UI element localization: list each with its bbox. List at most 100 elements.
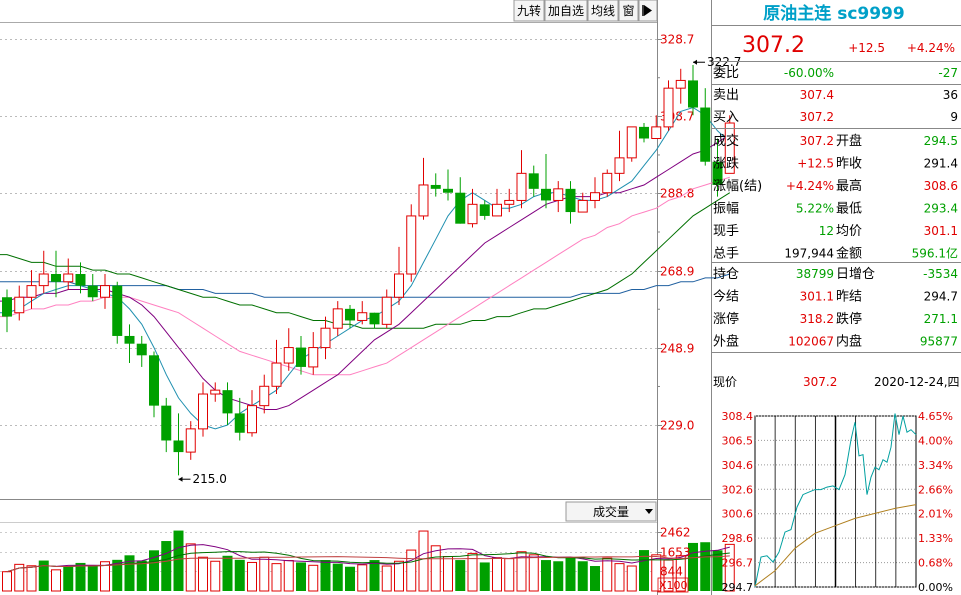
candle: [406, 204, 417, 282]
candle: [418, 157, 429, 220]
high-marker-arrow: [693, 59, 697, 65]
candle: [541, 153, 551, 209]
volume-bar-up: [210, 560, 221, 592]
candle-body-up: [418, 184, 429, 217]
candlesticks: [2, 64, 735, 476]
weibi-diff: -27: [938, 66, 958, 80]
mini-price-label: 296.7: [722, 557, 754, 570]
volume-ma20-line: [6, 555, 730, 573]
stat-value: 293.4: [924, 202, 958, 216]
candle-body-up: [614, 157, 625, 174]
candle: [308, 332, 319, 375]
volume-bar-down: [688, 542, 698, 591]
candle: [136, 335, 147, 367]
candle: [210, 382, 221, 402]
volume-bar-up: [357, 564, 368, 592]
stat-label: 跌停: [836, 311, 862, 327]
stat-value: 301.1: [924, 224, 958, 238]
candle: [369, 312, 380, 329]
candle-body-down: [565, 188, 576, 213]
candle-body-up: [724, 122, 735, 174]
volume-bar-up: [2, 571, 12, 592]
nine-turn-button[interactable]: [513, 0, 545, 22]
candle: [271, 339, 282, 395]
volume-bar-down: [149, 550, 159, 591]
candle-body-up: [516, 172, 527, 201]
low-annotation: 215.0: [193, 472, 227, 486]
mini-price-line: [754, 413, 917, 588]
candle: [443, 169, 453, 201]
candle: [87, 274, 98, 302]
candle: [651, 115, 662, 140]
volume-indicator-label: 成交量: [593, 504, 629, 519]
moving-average-button[interactable]: [587, 0, 619, 22]
volume-indicator-select[interactable]: [565, 501, 657, 522]
quote-rows: 委比 -60.00% -27 卖出 307.4 36 买入 307.2 9 成交 307.2 开盘 29…: [712, 66, 961, 353]
price-tick-label: 229.0: [660, 419, 694, 433]
volume-bar-down: [639, 550, 649, 591]
volume-unit-label: X100: [659, 579, 688, 592]
volume-bar-down: [479, 562, 490, 591]
stat-value: 12: [819, 224, 834, 238]
stat-value: 271.1: [924, 312, 958, 326]
volume-bar-down: [369, 560, 380, 591]
candle: [259, 374, 270, 414]
volume-bar-up: [406, 549, 417, 592]
contract-title: 原油主连 sc9999: [763, 3, 904, 24]
quote-panel: 原油主连 sc9999 307.2 +12.5 +4.24% 委比 -60.00%…: [712, 3, 961, 353]
price-change: +12.5: [848, 41, 885, 55]
volume-tick-label: 844: [660, 565, 683, 579]
mini-pct-label: 4.65%: [918, 410, 953, 423]
mini-price-label: 294.7: [722, 581, 754, 594]
weibi-pct: -60.00%: [784, 66, 834, 80]
volume-bar-up: [626, 565, 637, 592]
volume-bar-up: [51, 569, 61, 592]
price-tick-label: 328.7: [660, 33, 694, 47]
volume-bar-down: [577, 561, 588, 591]
mini-pct-label: 4.00%: [918, 434, 953, 447]
candle: [455, 177, 466, 224]
ma60-line: [0, 192, 731, 329]
moving-average-label: 均线: [591, 4, 615, 18]
volume-bar-up: [651, 554, 662, 592]
candle-body-down: [639, 126, 649, 139]
volume-bar-up: [528, 554, 539, 592]
add-watchlist-button[interactable]: [544, 0, 588, 22]
candle: [577, 192, 588, 213]
candle-body-up: [308, 347, 319, 368]
price-change-pct: +4.24%: [907, 41, 955, 55]
add-watchlist-label: 加自选: [548, 4, 584, 18]
weibi-label: 委比: [713, 66, 739, 81]
volume-tick-label: 2462: [660, 526, 691, 540]
stat-value: 102067: [788, 335, 834, 349]
volume-bars: [2, 530, 735, 592]
volume-bar-down: [296, 562, 306, 591]
volume-bar-up: [14, 563, 25, 592]
volume-bar-up: [516, 551, 527, 592]
candle-body-up: [663, 87, 674, 128]
candle-body-up: [590, 192, 600, 201]
candle: [492, 188, 502, 217]
candle: [332, 301, 343, 336]
candle-body-up: [626, 126, 637, 159]
candle: [26, 270, 37, 309]
candle-body-down: [234, 413, 245, 433]
candle-body-down: [712, 161, 723, 185]
stat-value: 95877: [920, 335, 958, 349]
mini-price-label: 298.6: [722, 532, 754, 545]
stat-label: 日增仓: [836, 267, 875, 282]
volume-bar-down: [173, 530, 184, 591]
volume-bar-down: [565, 557, 576, 591]
stat-value: -3534: [923, 267, 958, 281]
window-button[interactable]: [618, 0, 639, 22]
candle-body-up: [381, 296, 392, 325]
candle-body-up: [394, 273, 404, 298]
candle-body-up: [577, 199, 588, 213]
candle: [296, 335, 306, 375]
candle: [38, 250, 49, 294]
volume-bar-down: [63, 566, 74, 591]
volume-bar-up: [443, 556, 453, 592]
stat-label: 现手: [713, 224, 739, 239]
candle: [2, 289, 12, 333]
